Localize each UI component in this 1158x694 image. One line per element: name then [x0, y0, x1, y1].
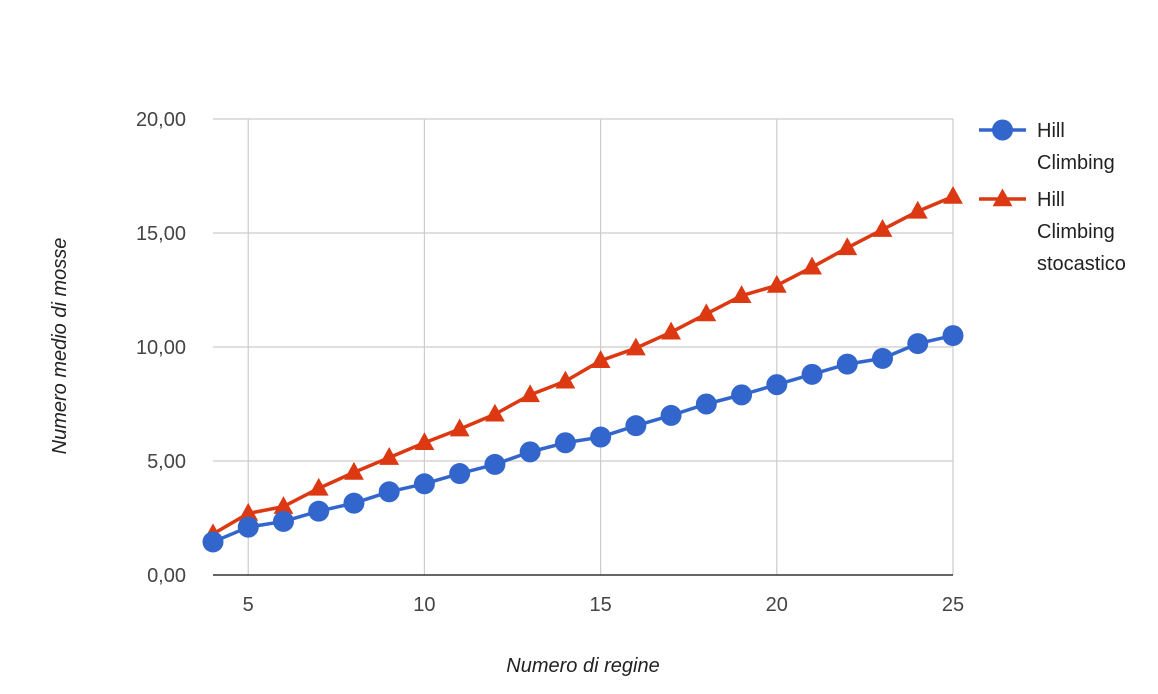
data-point: [872, 219, 893, 237]
data-point: [942, 325, 964, 347]
plot-area: [202, 185, 964, 553]
data-point: [484, 453, 506, 475]
data-point: [625, 415, 647, 437]
x-tick-label: 25: [942, 594, 964, 616]
legend-label: stocastico: [1037, 253, 1126, 275]
data-point: [379, 447, 400, 465]
x-axis-title: Numero di regine: [506, 655, 659, 677]
legend-item: Hill Climbing stocastico: [979, 188, 1126, 275]
data-point: [872, 347, 894, 369]
y-axis-title: Numero medio di mosse: [49, 238, 71, 455]
data-point: [554, 432, 576, 454]
x-tick-label: 20: [766, 594, 788, 616]
y-tick-label: 10,00: [136, 337, 186, 359]
data-point: [696, 303, 717, 322]
data-point: [520, 384, 541, 403]
x-tick-label: 15: [589, 594, 611, 616]
data-point: [590, 350, 611, 368]
data-point: [308, 500, 330, 522]
x-tick-label: 5: [243, 594, 254, 616]
y-tick-label: 0,00: [147, 565, 186, 587]
data-point: [731, 384, 753, 406]
data-point: [414, 432, 435, 451]
data-point: [802, 256, 822, 275]
y-tick-label: 5,00: [147, 451, 186, 473]
data-point: [590, 426, 612, 448]
legend-label: Hill: [1037, 189, 1065, 211]
data-point: [272, 510, 294, 532]
data-point: [766, 374, 788, 396]
y-tick-label: 20,00: [136, 109, 186, 131]
data-point: [343, 492, 365, 514]
legend-label: Climbing: [1037, 152, 1115, 174]
data-point: [801, 363, 823, 385]
data-point: [237, 516, 259, 538]
data-point: [238, 502, 259, 521]
series-line: [212, 333, 954, 544]
data-point: [344, 461, 364, 480]
data-point: [661, 321, 681, 340]
data-point: [202, 531, 224, 553]
data-point: [413, 473, 435, 495]
tick-labels: 0,00 5,00 10,00 15,00 20,00 5 10 15 20 25: [136, 109, 964, 616]
data-point: [731, 285, 752, 303]
data-point: [555, 370, 576, 389]
data-point: [485, 403, 505, 422]
y-tick-label: 15,00: [136, 223, 186, 245]
data-point: [449, 418, 470, 437]
legend-label: Hill: [1037, 120, 1065, 142]
data-point: [837, 237, 858, 256]
legend-marker: [992, 188, 1013, 207]
data-point: [625, 337, 646, 356]
series-hill-climbing: [202, 325, 964, 553]
data-point: [449, 463, 471, 485]
gridlines: [213, 118, 954, 575]
legend-marker: [992, 119, 1013, 141]
data-point: [836, 353, 858, 375]
data-point: [907, 333, 929, 355]
legend-label: Climbing: [1037, 221, 1115, 243]
x-tick-label: 10: [413, 594, 435, 616]
data-point: [907, 200, 928, 219]
series-line: [212, 194, 954, 536]
legend: Hill Climbing Hill Climbing stocastico: [979, 119, 1126, 275]
data-point: [660, 404, 682, 426]
data-point: [943, 185, 963, 204]
data-point: [766, 274, 787, 293]
data-point: [378, 481, 400, 503]
data-point: [519, 441, 541, 463]
legend-item: Hill Climbing: [979, 119, 1115, 174]
data-point: [273, 496, 294, 514]
data-point: [308, 477, 329, 496]
data-point: [695, 393, 717, 415]
